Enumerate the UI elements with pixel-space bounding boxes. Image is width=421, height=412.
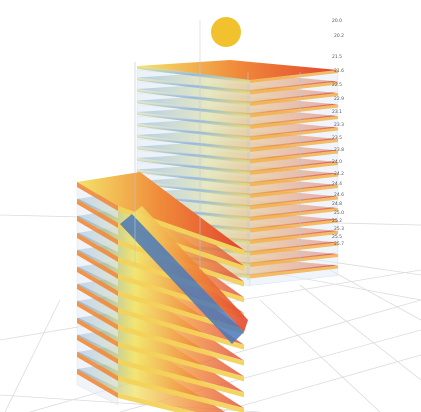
floor-value-label: 25.0 [334, 210, 344, 216]
tower-floor [136, 60, 339, 91]
floor-value-label: 25.3 [334, 226, 344, 232]
floor-value-label: 23.5 [332, 135, 342, 141]
floor-value-label: 23.1 [332, 109, 342, 115]
floor-value-label: 24.0 [332, 159, 342, 165]
floor-value-label: 23.3 [334, 122, 344, 128]
floor-value-label: 24.4 [332, 181, 342, 187]
floor-label-group: 20.0 20.2 21.5 21.6 22.5 22.9 23.1 23.3 23.5 23.8… [332, 18, 344, 247]
floor-value-label: 23.8 [334, 147, 344, 153]
floor-value-label: 20.0 [332, 18, 342, 24]
low-block-edge-strip [120, 214, 244, 344]
floor-value-label: 25.7 [334, 241, 344, 247]
sun-icon [211, 17, 241, 47]
vertical-guides [134, 60, 301, 280]
floor-value-label: 20.2 [334, 33, 344, 39]
floor-value-label: 24.2 [334, 171, 344, 177]
floor-value-label: 21.5 [332, 54, 342, 60]
floor-value-label: 24.6 [334, 192, 344, 198]
low-block-top-ridge [132, 206, 248, 332]
low-block [76, 172, 248, 412]
floor-value-label: 25.2 [332, 218, 342, 224]
floor-value-label: 25.5 [332, 234, 342, 240]
floor-value-label: 21.6 [334, 68, 344, 74]
floor-value-label: 22.9 [334, 96, 344, 102]
floor-value-label: 24.8 [332, 201, 342, 207]
floor-value-label: 22.5 [332, 82, 342, 88]
